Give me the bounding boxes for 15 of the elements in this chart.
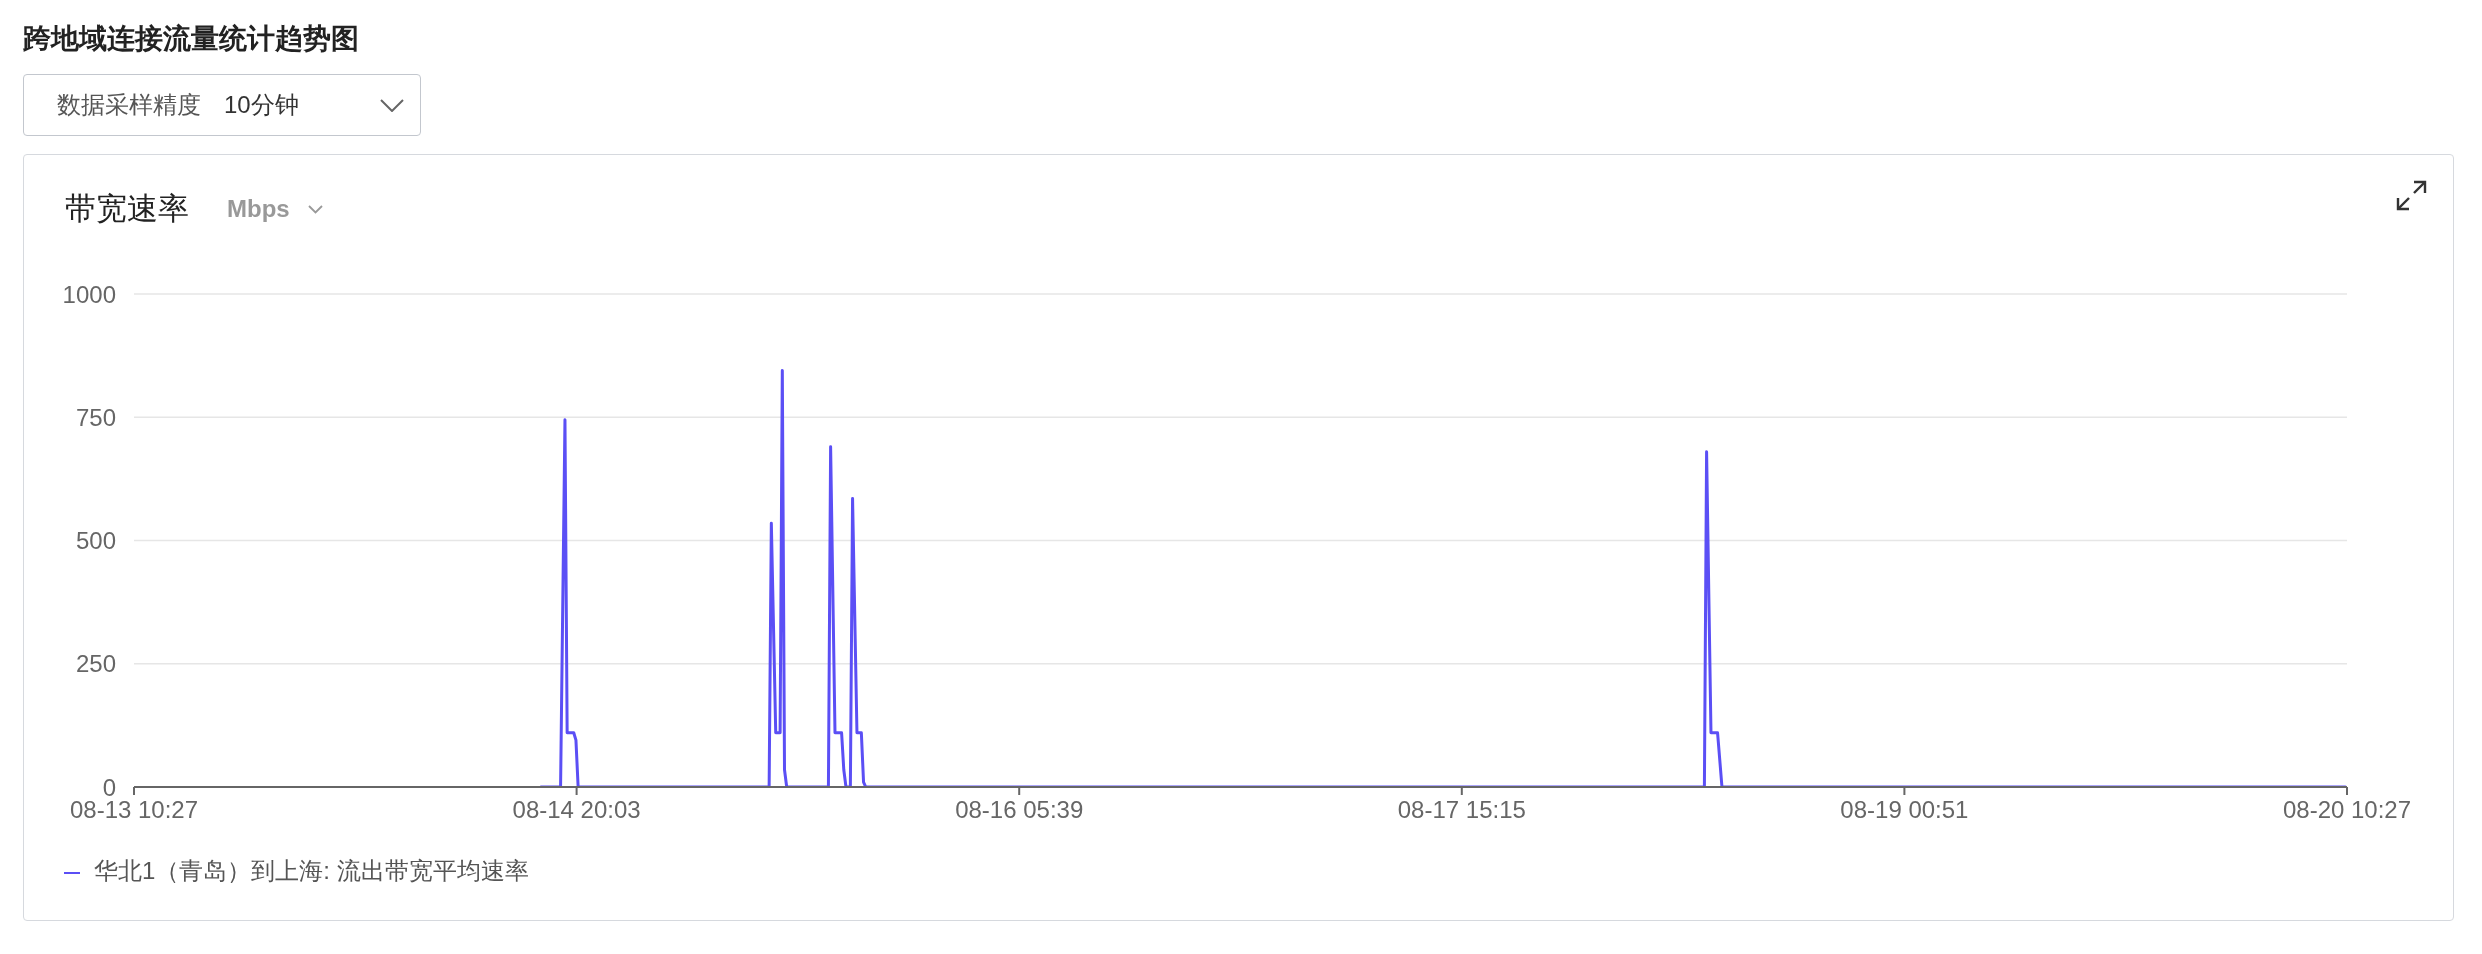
legend-label: 华北1（青岛）到上海: 流出带宽平均速率 — [94, 857, 529, 884]
x-tick-label: 08-14 20:03 — [512, 796, 641, 824]
chart-subtitle: 带宽速率 — [65, 190, 189, 228]
chart-title: 跨地域连接流量统计趋势图 — [23, 22, 359, 56]
y-tick-label: 750 — [75, 403, 116, 431]
y-tick-label: 500 — [75, 527, 116, 555]
y-tick-label: 1000 — [62, 280, 116, 308]
x-tick-label: 08-17 15:15 — [1397, 796, 1526, 824]
x-tick-label: 08-20 10:27 — [2282, 796, 2412, 824]
text: 10分钟 — [224, 90, 299, 120]
x-tick-label: 08-16 05:39 — [955, 796, 1084, 824]
text: 数据采样精度 — [57, 90, 201, 120]
y-tick-label: 250 — [75, 650, 116, 678]
y-axis-title: Mbps — [227, 194, 290, 224]
x-tick-label: 08-19 00:51 — [1840, 796, 1969, 824]
